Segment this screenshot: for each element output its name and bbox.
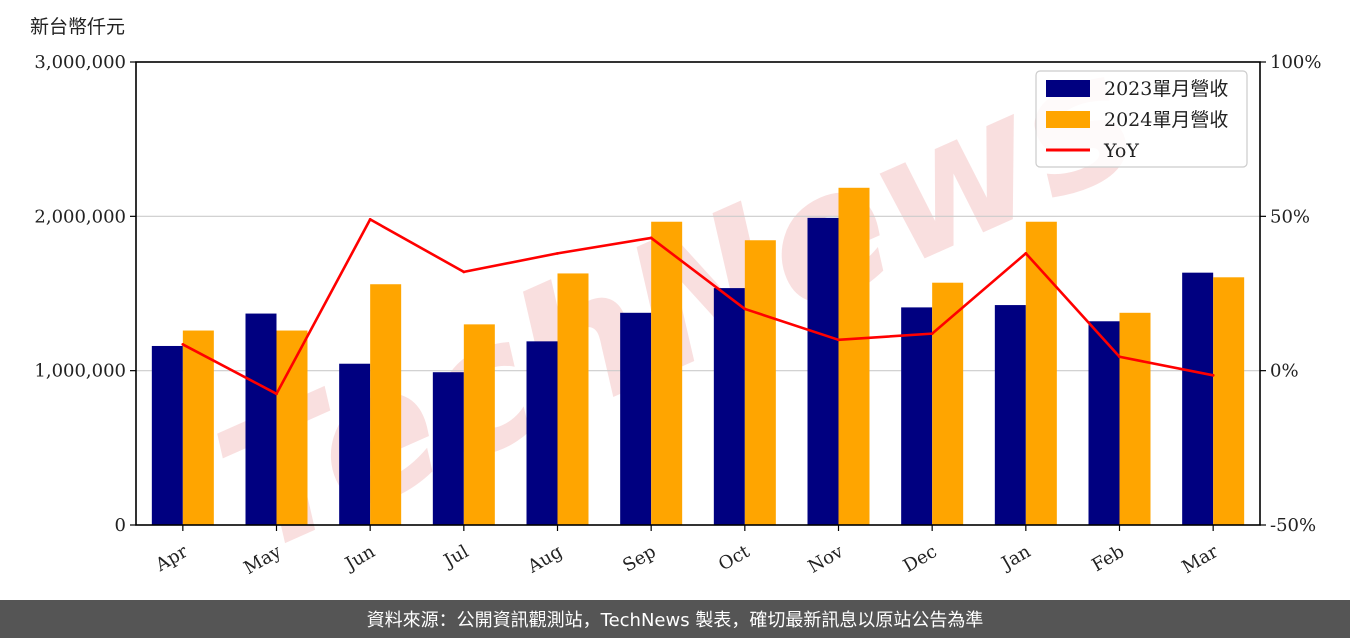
- bar-2024-jul: [463, 324, 495, 525]
- bar-2023-nov: [807, 217, 839, 526]
- yoy-point-jul: [462, 270, 466, 274]
- yoy-point-apr: [181, 343, 185, 346]
- bar-2023-jan: [994, 305, 1026, 525]
- x-tick-label-jan: Jan: [997, 541, 1035, 575]
- legend-2024-swatch: [1046, 111, 1090, 128]
- x-tick-label-oct: Oct: [715, 541, 754, 576]
- yoy-point-feb: [1118, 355, 1121, 359]
- bar-2024-aug: [557, 273, 589, 525]
- legend: 2023單月營收 2024單月營收 YoY: [1035, 70, 1248, 168]
- yoy-point-sep: [649, 236, 653, 240]
- bar-2024-oct: [744, 240, 776, 525]
- plot-frame: [135, 61, 1261, 526]
- bar-2024-feb: [1119, 312, 1151, 525]
- y2-tick-label: -50%: [1270, 515, 1316, 536]
- legend-yoy-label: YoY: [1103, 140, 1139, 162]
- unit-label: 新台幣仟元: [30, 16, 125, 38]
- legend-2023-label: 2023單月營收: [1104, 78, 1228, 100]
- x-tick-label-aug: Aug: [523, 541, 566, 578]
- gridlines: [136, 215, 1260, 372]
- x-tick-label-feb: Feb: [1088, 541, 1128, 576]
- bar-2023-apr: [151, 345, 183, 525]
- bar-2023-jun: [339, 363, 371, 525]
- yoy-point-may: [275, 392, 278, 396]
- bar-2024-sep: [651, 221, 683, 526]
- bar-2024-dec: [932, 282, 964, 525]
- yoy-line-layer: [181, 218, 1215, 396]
- yoy-point-dec: [930, 332, 934, 336]
- x-tick-label-dec: Dec: [900, 541, 941, 577]
- bar-2024-mar: [1213, 277, 1245, 525]
- legend-2024-label: 2024單月營收: [1104, 109, 1228, 131]
- yoy-point-jun: [368, 218, 372, 221]
- y2-tick-label: 100%: [1270, 52, 1321, 73]
- footer-source-note: 資料來源：公開資訊觀測站，TechNews 製表，確切最新訊息以原站公告為準: [0, 600, 1350, 638]
- bar-2024-nov: [838, 187, 870, 525]
- bar-2024-jan: [1025, 221, 1057, 526]
- x-tick-label-apr: Apr: [151, 541, 191, 576]
- x-tick-label-nov: Nov: [805, 541, 848, 578]
- x-tick-label-mar: Mar: [1178, 541, 1222, 578]
- y2-tick-label: 50%: [1270, 206, 1310, 227]
- bar-2023-dec: [901, 307, 933, 525]
- bar-2023-may: [245, 313, 277, 525]
- bar-2023-mar: [1182, 272, 1214, 525]
- bar-2024-may: [276, 330, 308, 525]
- yoy-point-mar: [1211, 373, 1215, 377]
- bar-2023-feb: [1088, 321, 1120, 525]
- bar-2023-aug: [526, 341, 558, 525]
- bar-2023-jul: [432, 372, 464, 525]
- legend-2023-swatch: [1046, 80, 1090, 97]
- y-tick-label: 1,000,000: [34, 361, 126, 382]
- x-tick-label-jul: Jul: [439, 541, 473, 573]
- bar-2024-jun: [370, 284, 402, 525]
- y-tick-label: 3,000,000: [34, 52, 126, 73]
- bars: [151, 187, 1245, 526]
- bar-2023-oct: [713, 288, 745, 525]
- yoy-point-jan: [1024, 251, 1028, 255]
- y-tick-label: 2,000,000: [34, 206, 126, 227]
- x-tick-label-sep: Sep: [619, 541, 659, 576]
- yoy-line: [182, 218, 1214, 396]
- bar-2023-sep: [620, 312, 652, 525]
- bar-2024-apr: [182, 330, 214, 525]
- revenue-chart: TechNews 01,000,0002,000,0003,000,000-50…: [30, 12, 1321, 594]
- y2-tick-label: 0%: [1270, 361, 1299, 382]
- y-tick-label: 0: [115, 515, 126, 536]
- yoy-point-aug: [556, 251, 559, 255]
- yoy-point-oct: [743, 307, 747, 311]
- yoy-point-nov: [837, 338, 840, 342]
